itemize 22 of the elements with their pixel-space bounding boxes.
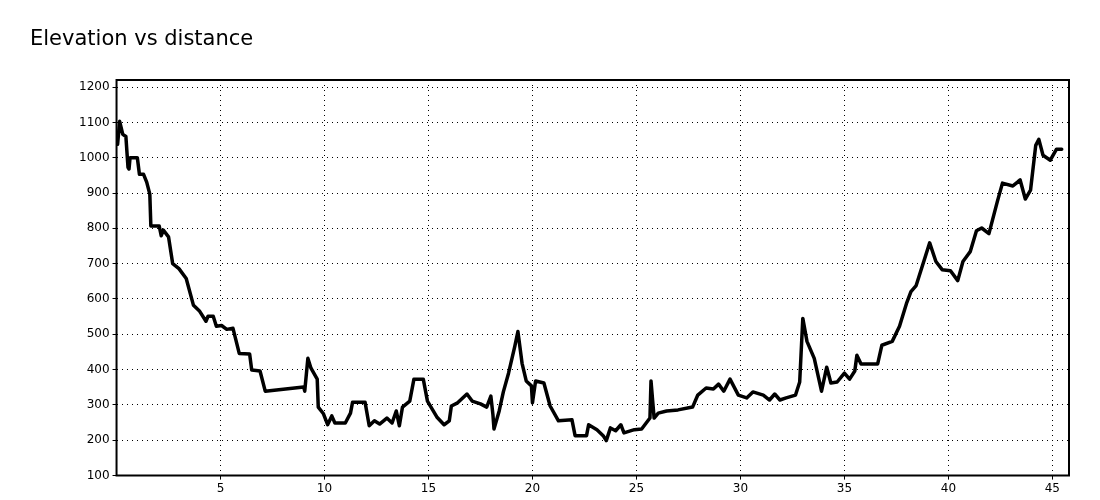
chart-title: Elevation vs distance	[30, 26, 254, 50]
x-tick-label: 20	[524, 480, 541, 495]
y-tick-label: 800	[86, 220, 110, 235]
y-tick-label: 600	[86, 291, 110, 306]
x-tick-label: 35	[836, 480, 853, 495]
y-tick-label: 1100	[78, 114, 110, 129]
y-tick-label: 700	[86, 255, 110, 270]
x-tick-label: 30	[732, 480, 749, 495]
y-tick-label: 900	[86, 185, 110, 200]
y-tick-label: 300	[86, 397, 110, 412]
x-tick-label: 40	[940, 480, 957, 495]
x-tick-label: 5	[216, 480, 225, 495]
x-tick-label: 45	[1044, 480, 1060, 495]
y-tick-label: 1200	[78, 79, 110, 94]
y-tick-label: 100	[86, 467, 110, 482]
y-tick-label: 500	[86, 326, 110, 341]
x-tick-label: 15	[420, 480, 437, 495]
x-tick-label: 10	[316, 480, 333, 495]
x-tick-label: 25	[628, 480, 645, 495]
y-tick-label: 1000	[78, 149, 110, 164]
y-tick-label: 200	[86, 432, 110, 447]
y-tick-label: 400	[86, 361, 110, 376]
